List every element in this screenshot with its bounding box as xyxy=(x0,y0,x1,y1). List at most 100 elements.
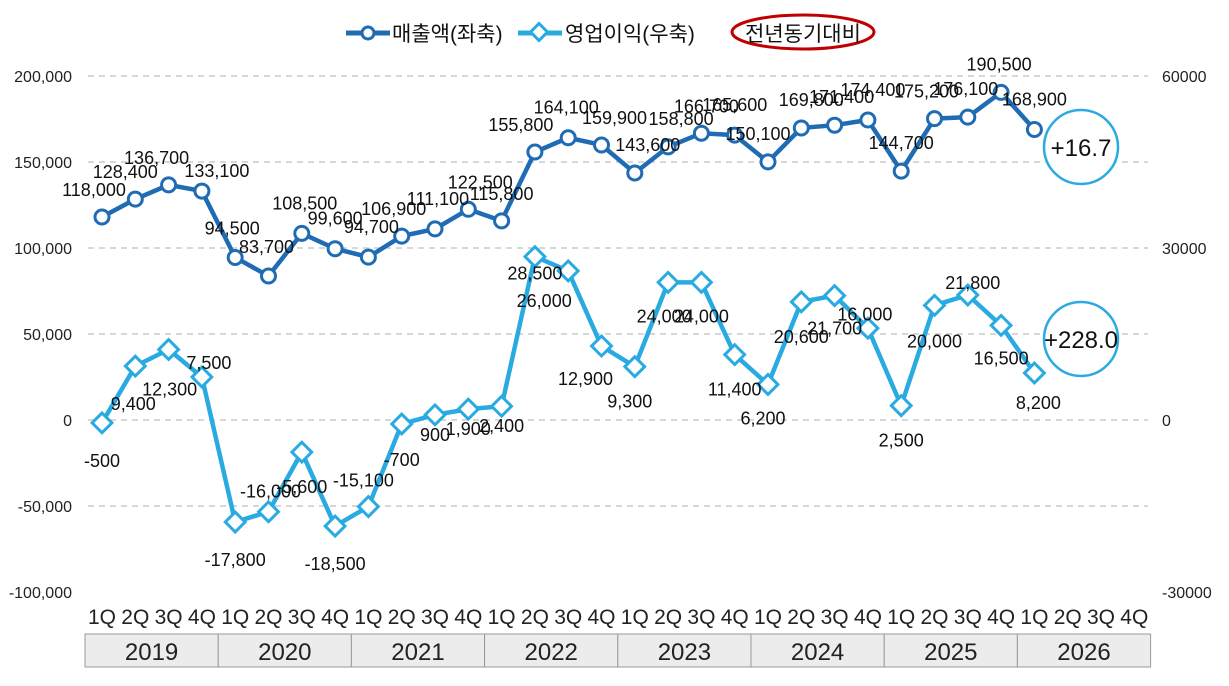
op-income-point xyxy=(156,337,181,362)
revenue-point xyxy=(93,208,111,226)
revenue-data-label: 115,800 xyxy=(470,184,534,204)
left-y-axis: 200,000 150,000 100,000 50,000 0 -50,000 -100,… xyxy=(9,69,72,602)
op-income-point xyxy=(256,499,281,524)
op-income-point xyxy=(422,402,448,427)
revenue-data-label: 106,900 xyxy=(361,199,426,219)
revenue-point xyxy=(992,83,1010,101)
year-box xyxy=(750,633,885,668)
revenue-data-label: 165,600 xyxy=(702,95,767,115)
revenue-yoy-badge-circle xyxy=(1042,108,1120,186)
revenue-data-label: 83,700 xyxy=(239,237,294,257)
year-label: 2020 xyxy=(258,639,311,666)
revenue-data-label: 150,100 xyxy=(725,124,790,144)
revenue-point xyxy=(726,126,744,144)
quarter-tick-label: 2Q xyxy=(121,606,149,629)
quarter-tick-label: 3Q xyxy=(821,606,849,629)
op-income-data-label: 20,000 xyxy=(907,331,962,351)
year-label: 2026 xyxy=(1057,639,1110,666)
quarter-tick-label: 1Q xyxy=(621,606,649,629)
revenue-point xyxy=(926,110,943,128)
op-income-point xyxy=(456,397,481,422)
op-income-data-label: 28,500 xyxy=(507,264,562,284)
revenue-data-label: 175,200 xyxy=(894,82,959,102)
year-label: 2025 xyxy=(924,639,977,666)
legend-op-income-label: 영업이익(우축) xyxy=(565,23,695,46)
left-tick-label: 50,000 xyxy=(23,327,72,344)
op-income-data-label: 6,200 xyxy=(740,408,785,428)
op-income-data-label: 9,400 xyxy=(111,394,156,414)
revenue-point xyxy=(559,129,577,147)
op-income-point xyxy=(389,411,414,437)
quarter-tick-label: 2Q xyxy=(787,606,815,629)
op-income-point xyxy=(922,293,947,318)
op-income-data-label: -700 xyxy=(384,450,420,470)
quarter-tick-label: 4Q xyxy=(854,606,882,629)
op-income-point xyxy=(889,393,914,418)
revenue-point xyxy=(426,220,444,238)
op-income-data-label: -500 xyxy=(84,451,120,471)
quarter-tick-label: 1Q xyxy=(754,606,782,629)
op-income-data-label: 24,000 xyxy=(637,306,692,326)
revenue-point xyxy=(593,136,610,154)
legend-revenue-marker-icon xyxy=(360,25,376,41)
op-income-point xyxy=(822,283,847,308)
op-income-data-label: 12,300 xyxy=(142,379,197,399)
revenue-data-label: 133,100 xyxy=(184,161,249,181)
left-tick-label: 200,000 xyxy=(14,69,72,86)
quarter-tick-label: 3Q xyxy=(954,606,982,629)
op-income-point xyxy=(622,354,647,379)
revenue-point xyxy=(626,164,644,182)
quarter-tick-label: 4Q xyxy=(587,606,615,629)
revenue-data-label: 94,500 xyxy=(205,218,260,238)
revenue-point xyxy=(1025,120,1043,138)
year-label: 2024 xyxy=(791,639,844,666)
revenue-point xyxy=(659,138,677,156)
revenue-point xyxy=(526,143,544,161)
quarter-tick-label: 1Q xyxy=(221,606,249,629)
year-box xyxy=(1016,633,1152,668)
op-income-point xyxy=(223,510,248,535)
quarter-tick-label: 1Q xyxy=(488,606,516,629)
year-box xyxy=(217,633,352,668)
right-tick-label: 30000 xyxy=(1162,241,1207,258)
op-income-point xyxy=(755,372,781,397)
revenue-data-label: 168,900 xyxy=(1002,89,1067,109)
revenue-data-label: 174,400 xyxy=(840,80,905,100)
revenue-point xyxy=(193,182,211,200)
revenue-point xyxy=(226,248,244,266)
legend-item-yoy: 전년동기대비 xyxy=(730,13,876,51)
quarter-tick-label: 1Q xyxy=(354,606,382,629)
op-income-yoy-value: +228.0 xyxy=(1044,327,1118,354)
legend: 매출액(좌축) 영업이익(우축) 전년동기대비 xyxy=(346,13,876,51)
op-income-data-label: 26,000 xyxy=(517,291,572,311)
quarter-tick-label: 2Q xyxy=(521,606,549,629)
left-tick-label: 100,000 xyxy=(14,241,72,258)
revenue-point xyxy=(759,153,777,171)
quarter-tick-label: 4Q xyxy=(1120,606,1148,629)
revenue-data-label: 164,100 xyxy=(534,98,599,118)
year-box xyxy=(84,633,219,668)
revenue-data-label: 190,500 xyxy=(967,54,1032,74)
revenue-data-label: 122,500 xyxy=(448,172,513,192)
year-label: 2019 xyxy=(125,639,178,666)
op-income-data-label: 24,000 xyxy=(674,306,729,326)
revenue-point xyxy=(459,200,477,218)
legend-revenue-label: 매출액(좌축) xyxy=(392,23,503,46)
op-income-yoy-badge-circle xyxy=(1042,300,1120,378)
op-income-point xyxy=(955,282,980,308)
series-layer xyxy=(89,83,1047,539)
revenue-point xyxy=(959,108,977,126)
op-income-point xyxy=(722,342,747,367)
revenue-data-label: 136,700 xyxy=(124,148,189,168)
op-income-point xyxy=(323,514,348,539)
quarter-tick-label: 4Q xyxy=(321,606,349,629)
op-income-data-label: 1,900 xyxy=(446,419,491,439)
x-axis: 1Q 2Q 3Q 4Q 1Q 2Q 3Q 4Q 1Q 2Q 3Q 4Q 1Q 2Q 3Q 4Q 1Q 2Q 3Q 4Q… xyxy=(84,606,1152,668)
legend-item-revenue: 매출액(좌축) xyxy=(346,23,503,46)
op-income-data-label: 11,400 xyxy=(708,380,762,400)
quarter-tick-label: 3Q xyxy=(1087,606,1115,629)
right-y-axis: 60000 30000 0 -30000 xyxy=(1162,69,1212,602)
right-tick-label: 60000 xyxy=(1162,69,1207,86)
op-income-data-label: 21,700 xyxy=(807,319,862,339)
